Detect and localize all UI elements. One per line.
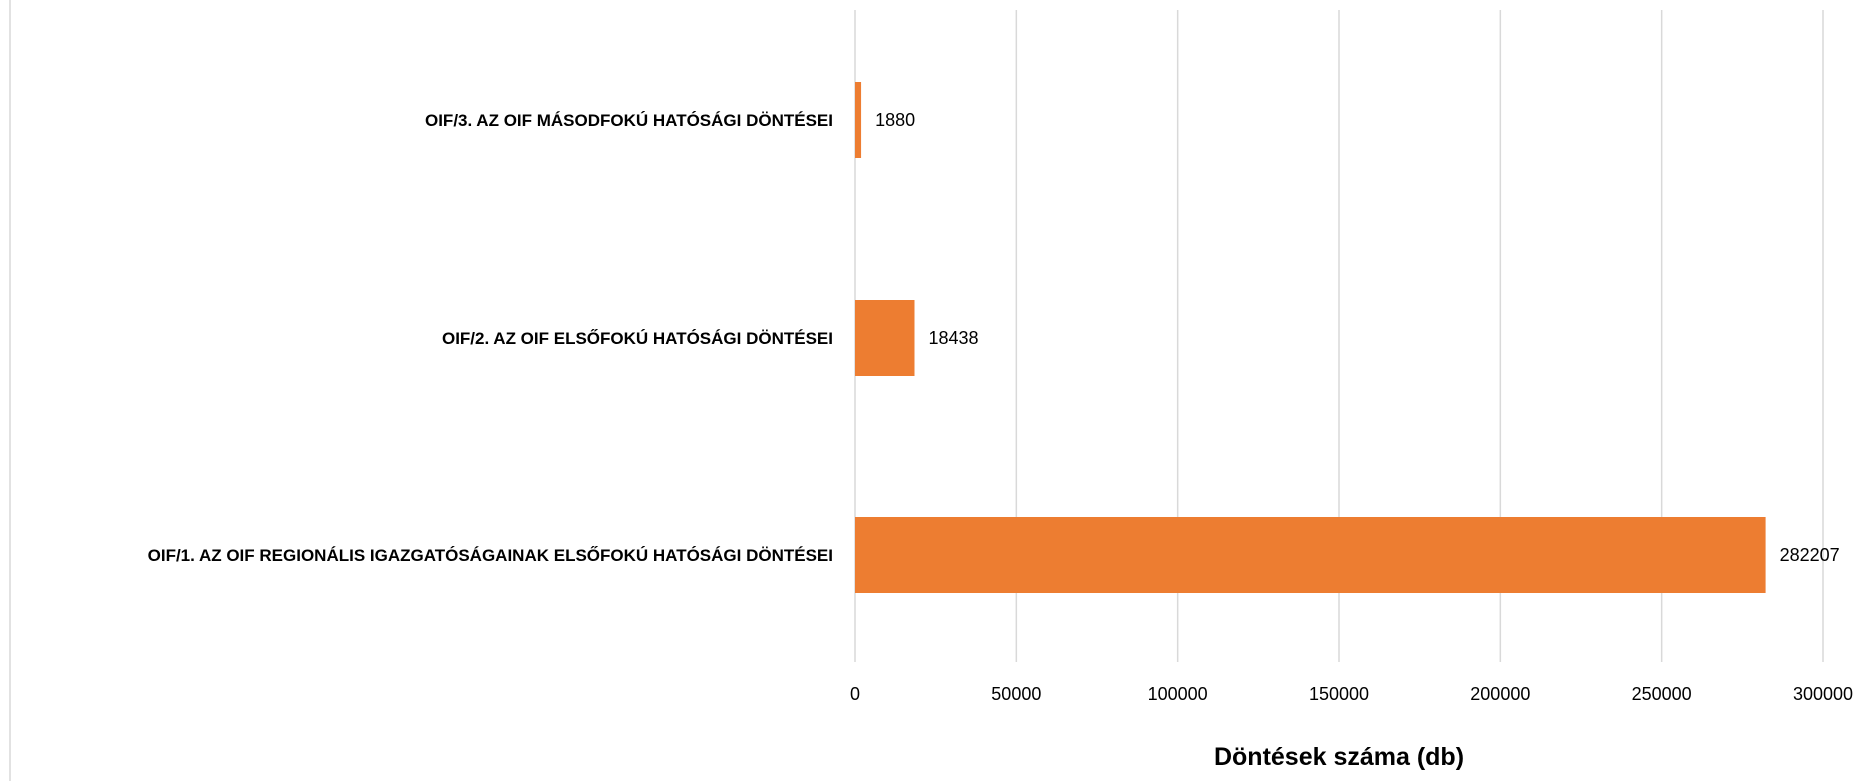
x-tick-label: 100000: [1148, 684, 1208, 704]
data-label: 18438: [928, 328, 978, 348]
bars: [855, 82, 1766, 593]
bar: [855, 517, 1766, 593]
x-axis-title: Döntések száma (db): [1214, 743, 1464, 771]
x-tick-labels: 0 50000 100000 150000 200000 250000 300000: [850, 684, 1853, 704]
data-label: 282207: [1780, 545, 1840, 565]
x-tick-label: 200000: [1470, 684, 1530, 704]
data-label: 1880: [875, 110, 915, 130]
data-labels: 282207 18438 1880: [875, 110, 1840, 565]
x-tick-label: 300000: [1793, 684, 1853, 704]
x-tick-label: 250000: [1632, 684, 1692, 704]
category-labels: OIF/1. AZ OIF REGIONÁLIS IGAZGATÓSÁGAINA…: [148, 111, 833, 565]
category-label: OIF/3. AZ OIF MÁSODFOKÚ HATÓSÁGI DÖNTÉSE…: [425, 111, 833, 130]
x-tick-label: 0: [850, 684, 860, 704]
x-tick-label: 50000: [991, 684, 1041, 704]
bar: [855, 82, 862, 158]
bar: [855, 300, 915, 376]
category-label: OIF/1. AZ OIF REGIONÁLIS IGAZGATÓSÁGAINA…: [148, 546, 833, 565]
category-label: OIF/2. AZ OIF ELSŐFOKÚ HATÓSÁGI DÖNTÉSEI: [442, 329, 833, 348]
x-tick-label: 150000: [1309, 684, 1369, 704]
